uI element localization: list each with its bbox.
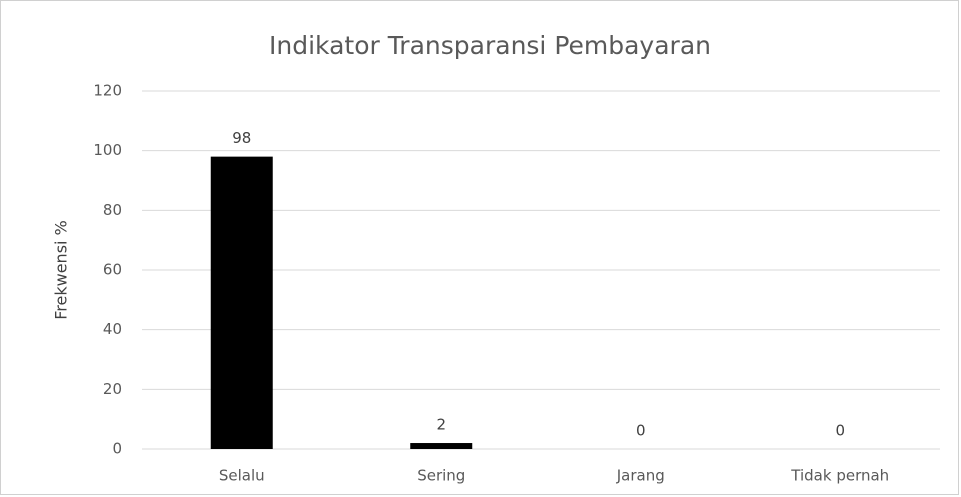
- y-tick-label: 100: [93, 141, 122, 159]
- x-tick-label: Jarang: [616, 467, 665, 485]
- y-tick-label: 120: [93, 82, 122, 100]
- y-tick-label: 80: [103, 201, 122, 219]
- y-tick-label: 0: [112, 440, 122, 458]
- bar: [410, 443, 473, 449]
- bar: [210, 156, 273, 449]
- x-tick-label: Tidak pernah: [790, 467, 889, 485]
- y-tick-label: 20: [103, 380, 122, 398]
- y-tick-label: 60: [103, 261, 122, 279]
- data-label: 2: [436, 416, 446, 434]
- x-tick-label: Selalu: [219, 467, 265, 485]
- data-label: 0: [835, 422, 845, 440]
- y-axis-label: Frekwensi %: [52, 220, 71, 320]
- data-label: 98: [232, 129, 251, 147]
- y-tick-label: 40: [103, 320, 122, 338]
- x-tick-label: Sering: [417, 467, 465, 485]
- chart-title: Indikator Transparansi Pembayaran: [269, 31, 711, 60]
- data-label: 0: [636, 422, 646, 440]
